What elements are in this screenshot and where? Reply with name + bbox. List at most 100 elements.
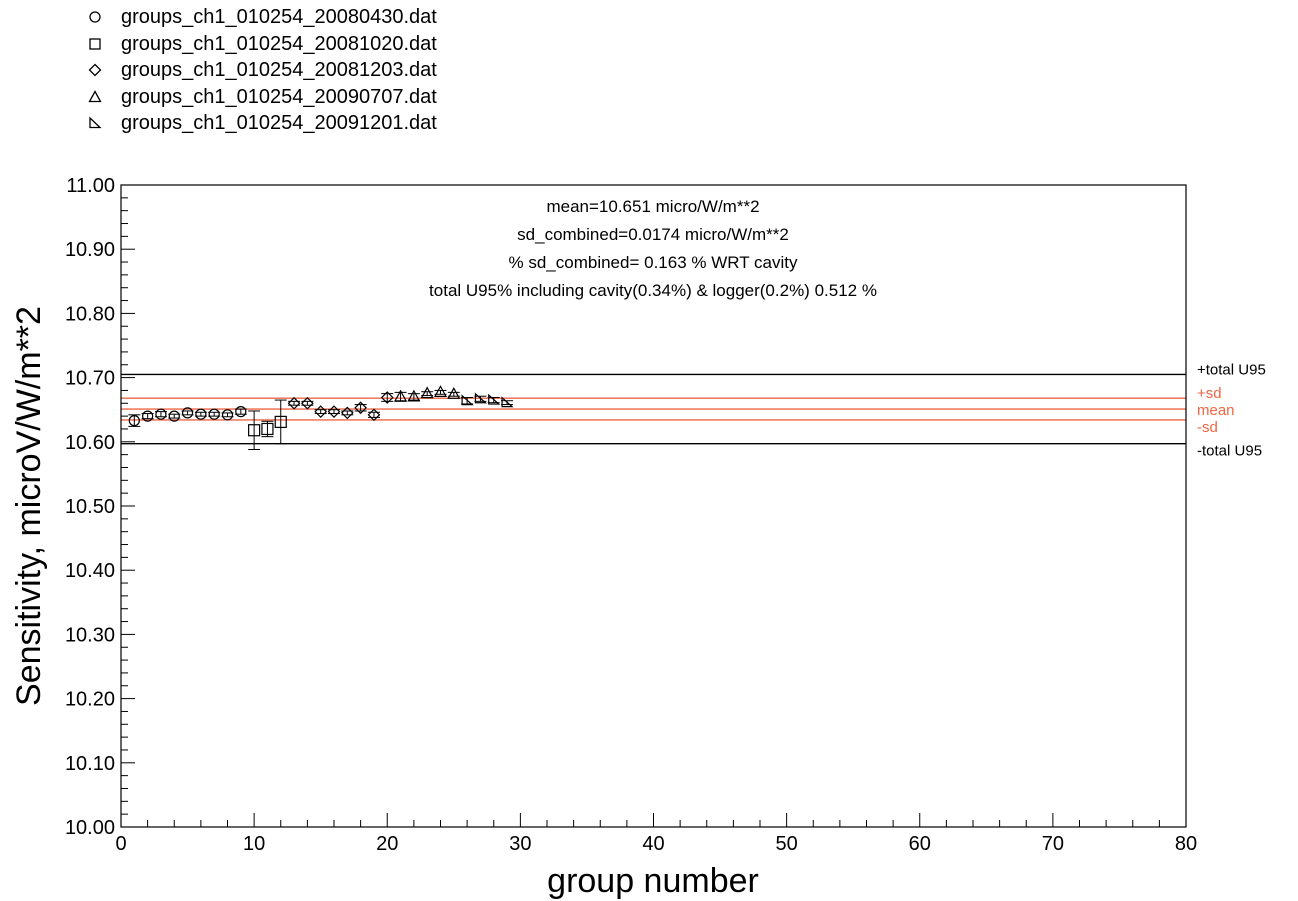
right-triangle-marker — [488, 393, 501, 405]
data-point — [394, 389, 408, 402]
y-tick-label: 10.70 — [65, 368, 115, 390]
data-point — [420, 386, 434, 399]
circle-marker — [181, 407, 194, 419]
data-point — [221, 409, 234, 421]
diamond-marker — [301, 396, 314, 410]
series — [128, 406, 247, 427]
right-triangle-marker-icon — [89, 116, 102, 129]
data-point — [208, 408, 221, 420]
data-point — [327, 405, 341, 418]
square-marker — [248, 424, 261, 437]
legend-label: groups_ch1_010254_20090707.dat — [121, 85, 437, 108]
data-point — [274, 399, 287, 445]
data-point — [234, 406, 247, 418]
data-point — [340, 406, 354, 420]
data-point — [380, 391, 394, 404]
series — [394, 385, 461, 402]
reference-line-label: +total U95 — [1197, 361, 1266, 378]
data-point — [314, 405, 328, 418]
circle-marker — [221, 409, 234, 421]
diamond-marker — [340, 406, 354, 420]
x-tick-label: 20 — [376, 833, 398, 855]
circle-marker — [128, 415, 140, 427]
data-point — [447, 387, 461, 399]
data-point — [194, 408, 207, 420]
right-triangle-marker — [461, 394, 474, 406]
circle-marker — [155, 408, 167, 420]
legend-label: groups_ch1_010254_20081020.dat — [121, 32, 437, 55]
triangle-marker — [433, 385, 448, 397]
circle-marker-icon — [89, 11, 101, 23]
data-point — [501, 396, 514, 408]
triangle-marker — [447, 387, 461, 399]
diamond-marker — [367, 408, 381, 422]
legend-label: groups_ch1_010254_20091201.dat — [121, 112, 437, 134]
x-tick-label: 80 — [1175, 833, 1197, 855]
annotation-text: % sd_combined= 0.163 % WRT cavity — [509, 253, 798, 272]
x-tick-label: 40 — [642, 833, 664, 855]
annotation-text: total U95% including cavity(0.34%) & log… — [429, 281, 877, 300]
annotation-text: sd_combined=0.0174 micro/W/m**2 — [517, 225, 789, 244]
square-marker — [274, 415, 287, 428]
circle-marker — [142, 410, 154, 422]
triangle-marker-icon — [88, 89, 102, 102]
diamond-marker — [354, 401, 367, 415]
legend-label: groups_ch1_010254_20080430.dat — [121, 6, 437, 28]
data-point — [487, 393, 501, 405]
x-axis-label: group number — [547, 862, 759, 900]
y-tick-label: 10.30 — [65, 624, 115, 646]
y-tick-label: 10.00 — [65, 817, 115, 839]
right-triangle-marker — [501, 396, 514, 408]
data-point — [261, 420, 274, 438]
x-tick-label: 60 — [909, 833, 931, 855]
data-point — [287, 396, 301, 410]
y-tick-label: 10.10 — [65, 753, 115, 775]
data-point — [354, 401, 367, 415]
data-point — [154, 408, 167, 420]
annotation-text: mean=10.651 micro/W/m**2 — [546, 197, 759, 216]
square-marker-icon — [89, 37, 101, 50]
diamond-marker — [314, 405, 328, 418]
data-point — [407, 389, 421, 402]
y-tick-label: 10.40 — [65, 560, 115, 582]
reference-line-label: -sd — [1197, 419, 1218, 436]
circle-marker — [235, 406, 247, 418]
data-point — [474, 392, 488, 404]
diamond-marker — [327, 405, 341, 418]
data-point — [461, 394, 474, 406]
y-tick-label: 11.00 — [66, 175, 115, 197]
x-tick-label: 50 — [776, 833, 798, 855]
reference-line-label: -total U95 — [1197, 443, 1262, 460]
y-tick-label: 10.60 — [65, 432, 115, 454]
triangle-marker — [420, 386, 434, 399]
x-tick-label: 10 — [243, 833, 265, 855]
x-tick-label: 0 — [115, 833, 126, 855]
y-tick-label: 10.50 — [65, 496, 115, 518]
legend-label: groups_ch1_010254_20081203.dat — [121, 59, 437, 81]
axes: 0 10 20 30 40 50 60 70 80 10.00 10.10 10.20 10.30 10.… — [65, 175, 1197, 855]
data-points — [128, 385, 514, 451]
circle-marker — [168, 410, 180, 422]
series — [287, 391, 394, 422]
series — [461, 392, 514, 408]
diamond-marker — [287, 396, 301, 410]
data-point — [168, 410, 181, 422]
y-tick-label: 10.90 — [65, 239, 115, 261]
annotations: mean=10.651 micro/W/m**2 sd_combined=0.01… — [429, 197, 877, 300]
right-triangle-marker — [474, 392, 488, 404]
series — [248, 399, 287, 451]
square-marker — [261, 422, 274, 436]
y-tick-label: 10.80 — [65, 303, 115, 325]
data-point — [128, 414, 141, 427]
circle-marker — [195, 408, 207, 420]
data-point — [248, 410, 261, 451]
y-axis-label: Sensitivity, microV/W/m**2 — [10, 306, 48, 706]
data-point — [367, 408, 381, 422]
x-tick-label: 30 — [509, 833, 531, 855]
diamond-marker-icon — [88, 63, 102, 77]
circle-marker — [208, 408, 220, 420]
reference-line-label: +sd — [1197, 385, 1222, 402]
x-tick-label: 70 — [1042, 833, 1064, 855]
data-point — [181, 407, 194, 419]
